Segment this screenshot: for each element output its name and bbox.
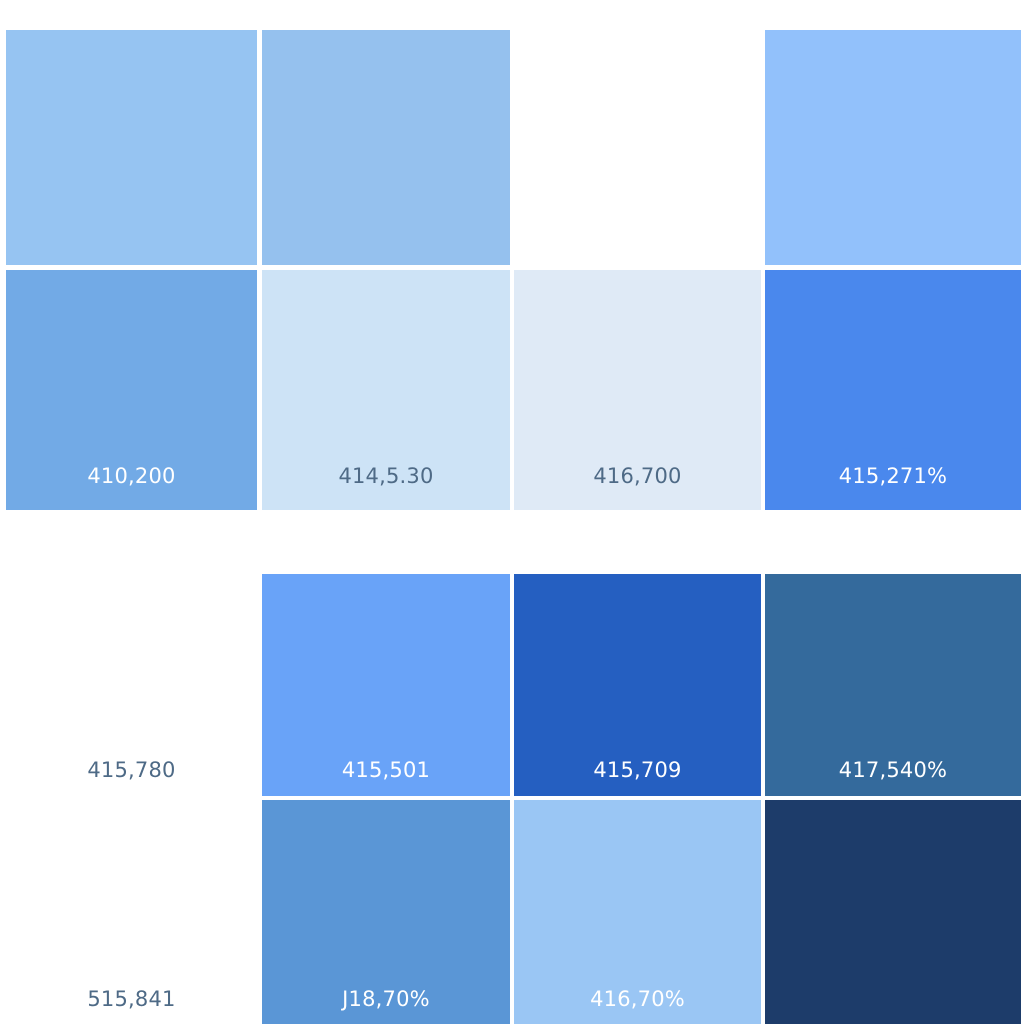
color-tile: 515,841 [6,800,257,1024]
color-tile [765,30,1021,265]
color-tile [514,30,761,265]
color-tile: 416,70% [514,800,761,1024]
color-tile: 414,5.30 [262,270,510,510]
color-tile [262,30,510,265]
color-tile [6,30,257,265]
color-tile: 415,709 [514,574,761,796]
tile-value-label: 415,271% [838,464,948,488]
color-tile: 417,540% [765,574,1021,796]
color-tile [765,800,1021,1024]
color-tile: 415,780 [6,574,257,796]
tile-value-label: 416,70% [590,987,685,1011]
tile-value-label: 415,780 [87,758,176,782]
tile-value-label: 410,200 [87,464,176,488]
color-tile: 415,271% [765,270,1021,510]
tile-value-label: 515,841 [87,987,176,1011]
tile-value-label: 414,5.30 [338,464,434,488]
tile-value-label: 417,540% [838,758,948,782]
color-tile: J18,70% [262,800,510,1024]
color-tile: 410,200 [6,270,257,510]
color-tile: 415,501 [262,574,510,796]
tile-value-label: 415,501 [341,758,431,782]
color-tile: 416,700 [514,270,761,510]
tile-value-label: 415,709 [593,758,682,782]
tile-value-label: 416,700 [593,464,682,488]
tile-value-label: J18,70% [342,987,430,1011]
